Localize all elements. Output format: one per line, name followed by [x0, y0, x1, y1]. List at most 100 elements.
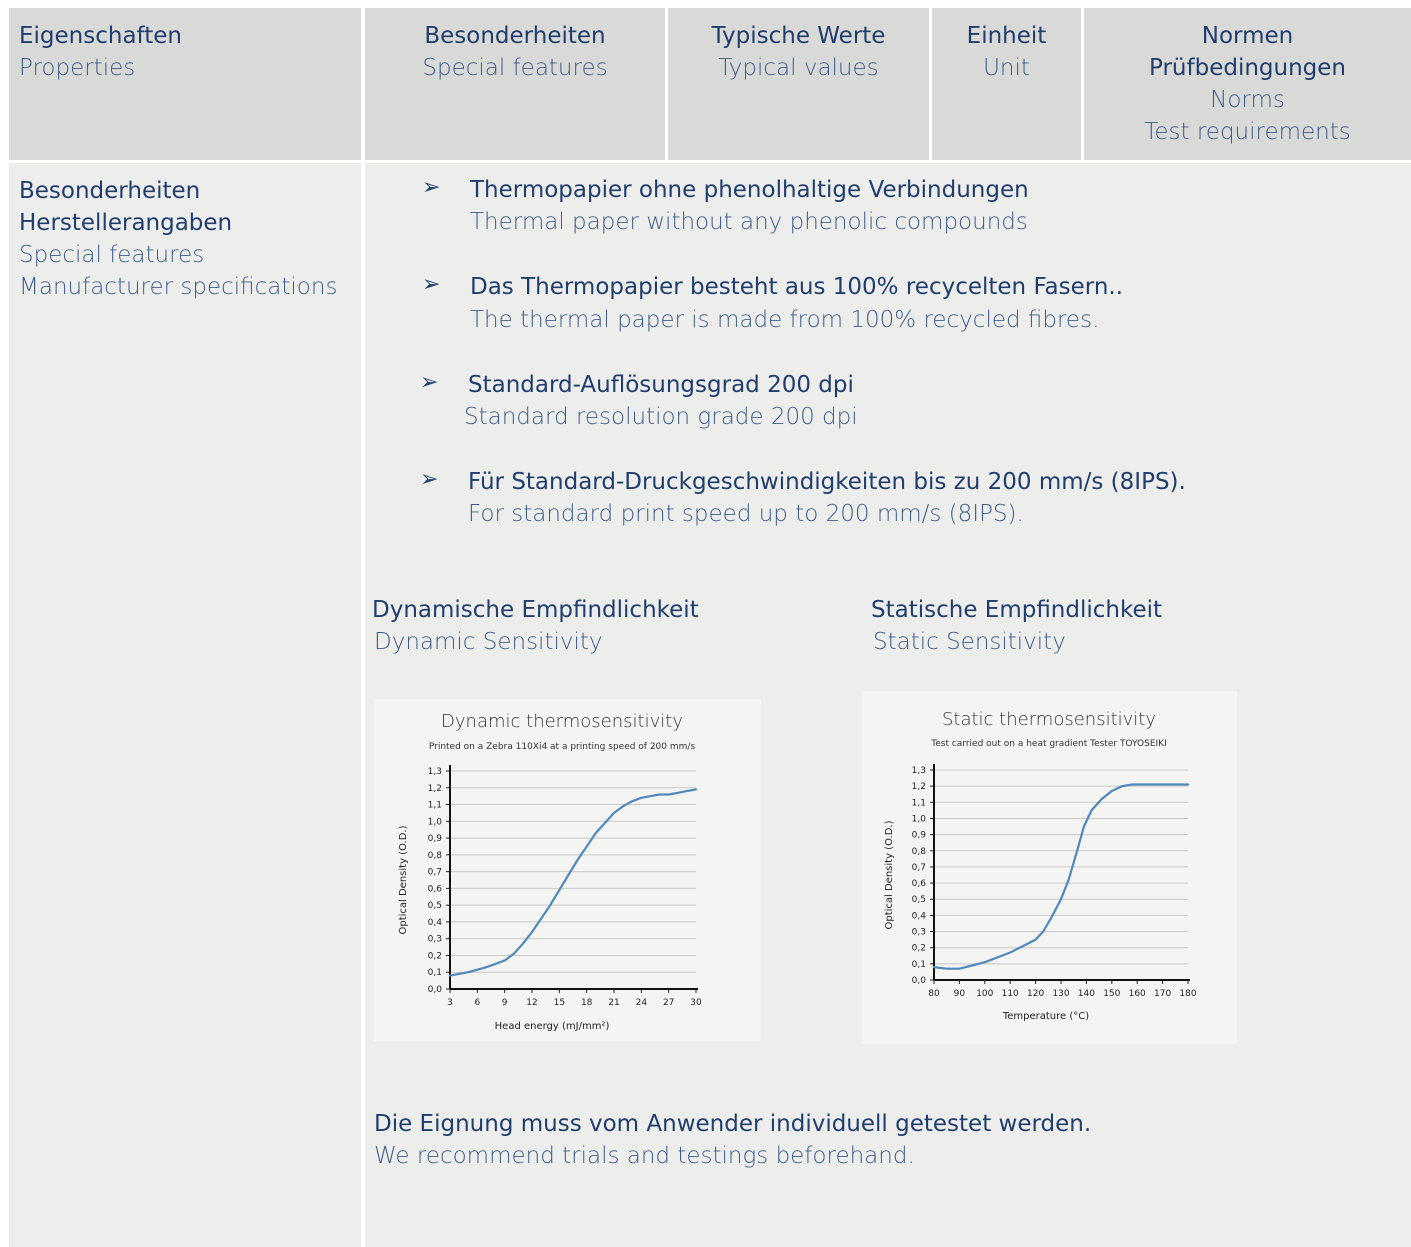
x-axis-label: Head energy (mJ/mm²): [495, 1021, 610, 1032]
y-tick-label: 0,1: [428, 968, 442, 978]
x-tick-label: 170: [1154, 989, 1171, 999]
x-tick-label: 3: [447, 998, 453, 1008]
y-tick-label: 0,4: [912, 911, 927, 921]
header-unit-de: Einheit: [966, 23, 1047, 49]
header-properties-de: Eigenschaften: [19, 23, 182, 49]
x-tick-label: 15: [554, 998, 565, 1008]
y-tick-label: 0,8: [428, 851, 443, 861]
header-typical-values-en: Typical values: [718, 55, 879, 81]
y-tick-label: 0,6: [912, 879, 927, 889]
row-label-de-1: Besonderheiten: [19, 178, 201, 204]
y-tick-label: 0,7: [428, 868, 442, 878]
suitability-note-de: Die Eignung muss vom Anwender individuel…: [374, 1111, 1092, 1137]
x-tick-label: 180: [1179, 989, 1196, 999]
y-tick-label: 0,5: [428, 901, 442, 911]
y-tick-label: 0,9: [428, 834, 443, 844]
row-label-de-2: Herstellerangaben: [19, 210, 233, 236]
header-typical-values-de: Typische Werte: [711, 23, 886, 49]
x-axis-label: Temperature (°C): [1002, 1011, 1089, 1022]
static-sensitivity-heading-en: Static Sensitivity: [873, 629, 1066, 655]
y-tick-label: 1,2: [912, 782, 926, 792]
y-tick-label: 0,9: [912, 831, 927, 841]
x-tick-label: 110: [1002, 989, 1019, 999]
feature-1-de: Thermopapier ohne phenolhaltige Verbindu…: [470, 177, 1029, 203]
chart-title: Static thermosensitivity: [942, 709, 1156, 730]
y-tick-label: 1,1: [912, 798, 926, 808]
arrowhead-bullet-icon: ➢: [420, 467, 439, 492]
y-tick-label: 1,3: [912, 766, 926, 776]
x-tick-label: 30: [690, 998, 702, 1008]
chart-subtitle: Printed on a Zebra 110Xi4 at a printing …: [429, 742, 696, 752]
series-line: [932, 783, 1190, 970]
header-special-features-de: Besonderheiten: [424, 23, 606, 49]
y-tick-label: 0,8: [912, 847, 927, 857]
feature-4-en: For standard print speed up to 200 mm/s …: [468, 501, 1024, 527]
x-tick-label: 24: [636, 998, 648, 1008]
feature-2-de: Das Thermopapier besteht aus 100% recyce…: [470, 274, 1124, 300]
y-tick-label: 1,0: [912, 814, 927, 824]
dynamic-sensitivity-heading-en: Dynamic Sensitivity: [374, 629, 603, 655]
y-tick-label: 1,2: [428, 784, 442, 794]
x-tick-label: 150: [1103, 989, 1120, 999]
y-tick-label: 0,2: [428, 951, 442, 961]
header-cell-unit: Einheit Unit: [932, 8, 1081, 160]
header-cell-special-features: Besonderheiten Special features: [365, 8, 665, 160]
row-label-en-1: Special features: [19, 242, 205, 268]
chart-subtitle: Test carried out on a heat gradient Test…: [930, 739, 1166, 749]
header-norms-en: Norms: [1210, 87, 1285, 113]
static-thermosensitivity-chart: Static thermosensitivity Test carried out…: [862, 691, 1237, 1044]
feature-3-de: Standard-Auflösungsgrad 200 dpi: [468, 372, 854, 398]
feature-2-en: The thermal paper is made from 100% recy…: [470, 307, 1100, 333]
x-tick-label: 21: [608, 998, 619, 1008]
x-tick-label: 27: [663, 998, 674, 1008]
header-unit-en: Unit: [983, 55, 1030, 81]
row-content-cell: ➢ Thermopapier ohne phenolhaltige Verbin…: [365, 163, 1411, 1247]
header-special-features-en: Special features: [422, 55, 608, 81]
header-properties-en: Properties: [19, 55, 136, 81]
y-tick-label: 0,4: [428, 918, 443, 928]
x-tick-label: 6: [474, 998, 480, 1008]
x-tick-label: 90: [954, 989, 966, 999]
y-tick-label: 1,3: [428, 767, 442, 777]
y-axis-label: Optical Density (O.D.): [884, 820, 895, 929]
x-tick-label: 9: [502, 998, 508, 1008]
y-tick-label: 1,1: [428, 801, 442, 811]
arrowhead-bullet-icon: ➢: [422, 272, 441, 297]
header-cell-properties: Eigenschaften Properties: [9, 8, 361, 160]
header-cell-norms: Normen Prüfbedingungen Norms Test requir…: [1084, 8, 1411, 160]
y-tick-label: 0,7: [912, 863, 926, 873]
feature-3-en: Standard resolution grade 200 dpi: [464, 404, 858, 430]
header-norms-de: Normen: [1201, 23, 1294, 49]
x-tick-label: 160: [1129, 989, 1146, 999]
y-tick-label: 0,2: [912, 944, 926, 954]
y-tick-label: 0,0: [912, 976, 927, 986]
x-tick-label: 12: [526, 998, 537, 1008]
y-tick-label: 0,6: [428, 884, 443, 894]
static-chart-svg: Static thermosensitivity Test carried out…: [884, 709, 1197, 1022]
header-test-conditions-de: Prüfbedingungen: [1149, 55, 1346, 81]
row-label-en-2: Manufacturer specifications: [19, 274, 338, 300]
feature-4-de: Für Standard-Druckgeschwindigkeiten bis …: [468, 469, 1186, 495]
x-tick-label: 120: [1027, 989, 1044, 999]
row-label-cell: Besonderheiten Herstellerangaben Special…: [9, 163, 361, 1247]
y-tick-label: 0,5: [912, 895, 926, 905]
series-line: [448, 788, 698, 977]
arrowhead-bullet-icon: ➢: [422, 175, 441, 200]
chart-title: Dynamic thermosensitivity: [441, 711, 683, 732]
x-tick-label: 140: [1078, 989, 1095, 999]
y-axis-label: Optical Density (O.D.): [398, 825, 409, 934]
y-tick-label: 0,3: [428, 935, 442, 945]
x-tick-label: 130: [1052, 989, 1069, 999]
x-tick-label: 80: [928, 989, 940, 999]
dynamic-sensitivity-heading-de: Dynamische Empfindlichkeit: [372, 597, 699, 623]
header-cell-typical-values: Typische Werte Typical values: [668, 8, 929, 160]
dynamic-chart-svg: Dynamic thermosensitivity Printed on a Ze…: [398, 711, 702, 1032]
header-test-requirements-en: Test requirements: [1144, 119, 1351, 145]
arrowhead-bullet-icon: ➢: [420, 370, 439, 395]
y-tick-label: 0,0: [428, 985, 443, 995]
feature-1-en: Thermal paper without any phenolic compo…: [470, 209, 1028, 235]
x-tick-label: 18: [581, 998, 593, 1008]
y-tick-label: 0,1: [912, 960, 926, 970]
static-sensitivity-heading-de: Statische Empfindlichkeit: [871, 597, 1163, 623]
x-tick-label: 100: [976, 989, 993, 999]
